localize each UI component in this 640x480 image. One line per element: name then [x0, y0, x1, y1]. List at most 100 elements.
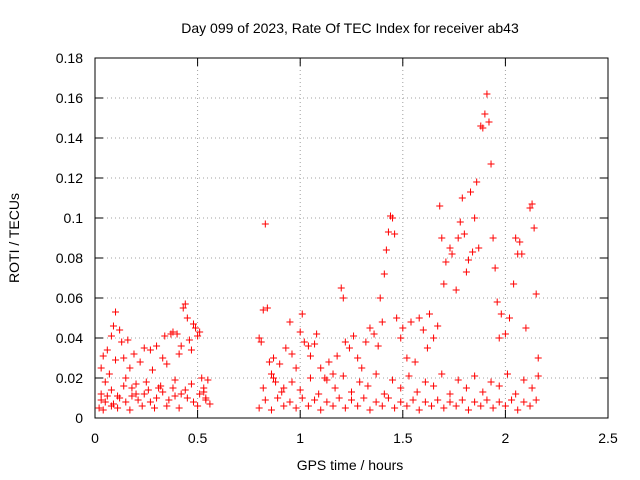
data-point [339, 372, 347, 380]
data-point [257, 338, 265, 346]
data-point [259, 384, 267, 392]
y-tick-label: 0.14 [56, 130, 83, 146]
data-point [483, 396, 491, 404]
data-point [452, 286, 460, 294]
data-point [161, 332, 169, 340]
data-point [384, 394, 392, 402]
data-point [175, 350, 183, 358]
data-point [491, 264, 499, 272]
data-point [126, 364, 134, 372]
data-point [120, 382, 128, 390]
data-point [489, 404, 497, 412]
data-point [159, 388, 167, 396]
data-point [192, 324, 200, 332]
data-point [259, 306, 267, 314]
data-point [469, 248, 477, 256]
data-point [311, 396, 319, 404]
data-point [458, 396, 466, 404]
data-point [204, 376, 212, 384]
data-point [403, 402, 411, 410]
data-point [520, 398, 528, 406]
data-point [185, 336, 193, 344]
data-point [341, 338, 349, 346]
data-point [109, 400, 117, 408]
data-point [288, 378, 296, 386]
data-point [278, 388, 286, 396]
data-point [456, 218, 464, 226]
data-point [177, 390, 185, 398]
data-point [298, 394, 306, 402]
data-point [124, 336, 132, 344]
data-point [407, 318, 415, 326]
data-point [202, 396, 210, 404]
data-point [95, 404, 103, 412]
data-point [473, 178, 481, 186]
data-point [458, 194, 466, 202]
data-point [265, 358, 273, 366]
data-point [495, 382, 503, 390]
y-tick-label: 0.06 [56, 290, 83, 306]
data-point [397, 384, 405, 392]
data-point [348, 388, 355, 396]
data-point [263, 304, 271, 312]
data-point [415, 314, 423, 322]
data-point [300, 338, 308, 346]
data-point [389, 376, 397, 384]
data-point [438, 370, 446, 378]
data-point [282, 344, 290, 352]
data-point [425, 310, 433, 318]
data-point [430, 334, 438, 342]
data-point [171, 392, 179, 400]
data-point [487, 378, 495, 386]
data-point [354, 354, 362, 362]
data-point [409, 396, 417, 404]
data-point [200, 388, 208, 396]
data-point [421, 378, 429, 386]
data-point [103, 392, 111, 400]
data-point [159, 354, 167, 362]
data-point [171, 376, 179, 384]
y-tick-label: 0.18 [56, 50, 83, 66]
data-point [380, 390, 388, 398]
data-point [187, 380, 195, 388]
data-point [506, 314, 514, 322]
plot-frame [94, 57, 609, 419]
data-point [292, 364, 300, 372]
x-axis-label: GPS time / hours [297, 457, 404, 473]
data-point [446, 398, 454, 406]
data-point [122, 374, 130, 382]
data-point [146, 346, 154, 354]
data-point [448, 250, 456, 258]
data-point [140, 390, 148, 398]
y-tick-label: 0.16 [56, 90, 83, 106]
data-point [120, 354, 128, 362]
data-point [497, 310, 505, 318]
data-point [323, 376, 331, 384]
data-point [366, 324, 374, 332]
data-point [335, 394, 343, 402]
data-point [255, 334, 263, 342]
data-point [354, 402, 362, 410]
data-point [288, 350, 296, 358]
y-tick-label: 0 [75, 410, 83, 426]
data-point [270, 354, 278, 362]
data-point [112, 356, 120, 364]
chart-title: Day 099 of 2023, Rate Of TEC Index for r… [181, 20, 519, 36]
data-point [393, 314, 401, 322]
data-point [391, 404, 399, 412]
data-point [382, 246, 390, 254]
data-point [503, 370, 511, 378]
data-point [153, 342, 161, 350]
data-point [267, 370, 275, 378]
data-point [485, 118, 493, 126]
data-point [454, 376, 462, 384]
data-point [286, 318, 294, 326]
data-point [380, 270, 388, 278]
data-point [179, 304, 187, 312]
data-point [142, 378, 150, 386]
data-point [477, 402, 485, 410]
data-point [364, 382, 372, 390]
data-point [196, 328, 204, 336]
data-point [331, 384, 339, 392]
data-point [337, 284, 345, 292]
